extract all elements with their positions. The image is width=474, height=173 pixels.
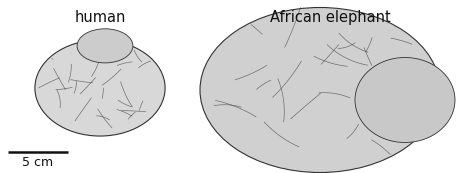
Ellipse shape [355,57,455,143]
Text: African elephant: African elephant [270,10,391,25]
Text: human: human [74,10,126,25]
Ellipse shape [77,29,133,63]
Text: 5 cm: 5 cm [22,156,54,169]
Ellipse shape [200,7,440,172]
Ellipse shape [35,40,165,136]
